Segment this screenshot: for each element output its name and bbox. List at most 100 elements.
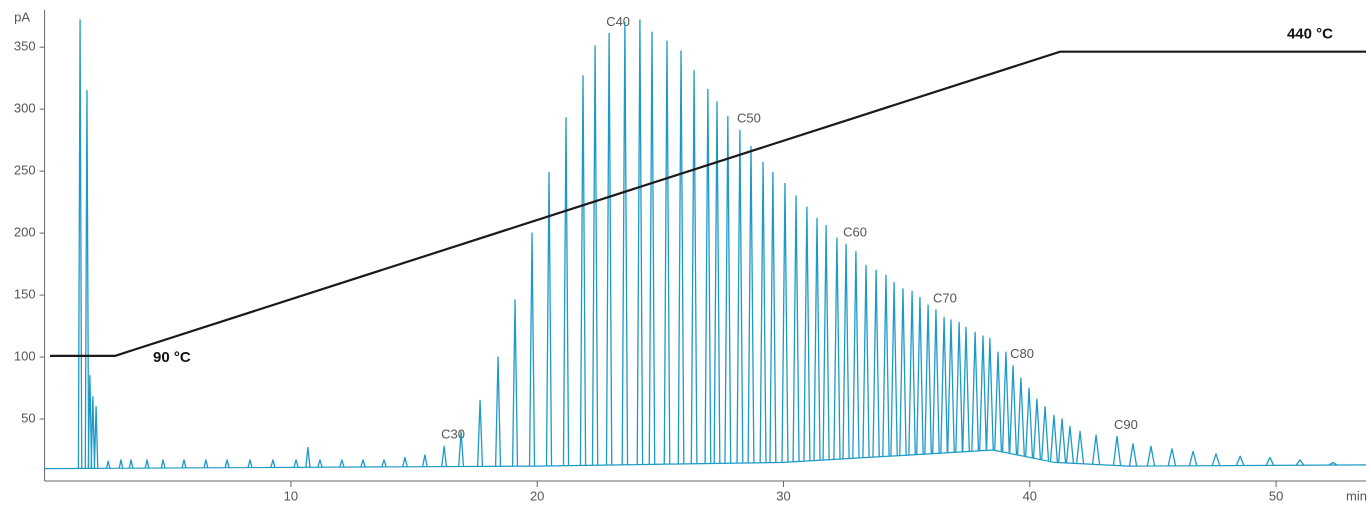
x-tick-label: 40 — [1023, 488, 1037, 503]
peak — [890, 282, 898, 456]
peak-label: C40 — [606, 14, 630, 29]
peak — [1009, 365, 1018, 455]
y-tick-label: 300 — [14, 101, 36, 116]
peak-label: C50 — [737, 111, 761, 126]
peak — [1001, 351, 1010, 453]
y-tick-label: 150 — [14, 287, 36, 302]
peak-label: C30 — [441, 427, 465, 442]
peak — [747, 145, 755, 463]
peak — [882, 274, 890, 457]
peak — [690, 70, 698, 464]
peak — [962, 326, 970, 452]
temperature-label: 90 °C — [153, 349, 191, 366]
peak — [305, 446, 311, 468]
peak — [579, 75, 587, 466]
peak — [1211, 453, 1221, 466]
peak — [1091, 434, 1101, 465]
y-axis-unit: pA — [14, 9, 30, 24]
peak — [270, 459, 276, 468]
peak — [528, 232, 536, 467]
peak — [994, 351, 1003, 452]
peak — [381, 459, 387, 468]
peak — [360, 459, 366, 468]
y-tick-label: 100 — [14, 348, 36, 363]
peak — [932, 309, 940, 454]
peak — [1167, 448, 1177, 467]
peak — [736, 129, 744, 464]
peak — [1146, 445, 1156, 467]
peak — [1057, 418, 1067, 463]
temperature-line — [50, 50, 1366, 357]
peak — [477, 399, 484, 467]
peak — [677, 50, 685, 464]
peak — [955, 321, 964, 453]
peak-label: C80 — [1010, 346, 1034, 361]
peak — [759, 161, 767, 463]
peak-label: C60 — [843, 225, 867, 240]
peak — [769, 171, 777, 463]
peak — [545, 171, 553, 466]
peak — [924, 304, 932, 454]
peak — [339, 459, 345, 468]
peak — [494, 356, 502, 467]
peak — [940, 316, 948, 453]
peak — [971, 331, 980, 452]
peak — [247, 459, 253, 468]
peak — [1016, 377, 1025, 456]
peak — [1295, 459, 1305, 466]
peak-label: C90 — [1114, 417, 1138, 432]
peak — [421, 454, 428, 467]
peak — [605, 32, 613, 466]
x-axis-unit: min — [1346, 488, 1367, 503]
peak — [181, 459, 187, 469]
peak — [1065, 425, 1075, 464]
peak — [118, 459, 124, 469]
peak — [833, 237, 841, 460]
peak — [441, 445, 448, 467]
peak — [1128, 443, 1138, 467]
y-tick-label: 250 — [14, 163, 36, 178]
peak — [1188, 450, 1198, 466]
peak — [1049, 414, 1059, 463]
peak — [128, 459, 134, 469]
peak — [947, 319, 955, 453]
peak — [899, 288, 907, 456]
peak — [822, 225, 830, 460]
peak — [813, 217, 821, 461]
peak-label: C70 — [933, 290, 957, 305]
y-tick-label: 200 — [14, 225, 36, 240]
peak — [458, 430, 465, 467]
peak — [1112, 435, 1122, 466]
peak — [792, 195, 800, 462]
peak — [562, 117, 570, 466]
peak — [862, 264, 870, 458]
x-tick-label: 50 — [1269, 488, 1283, 503]
temperature-label: 440 °C — [1287, 26, 1333, 43]
peak — [1025, 387, 1034, 458]
peak — [663, 40, 671, 465]
peak — [93, 405, 99, 469]
peak — [1328, 461, 1338, 466]
peak — [781, 182, 789, 463]
y-tick-label: 350 — [14, 39, 36, 54]
peak — [203, 459, 209, 468]
peak — [872, 269, 880, 457]
peak — [842, 243, 850, 459]
peak — [1235, 455, 1245, 466]
peak — [160, 459, 166, 469]
peak — [84, 89, 90, 469]
y-tick-label: 50 — [21, 410, 35, 425]
peak — [1075, 430, 1085, 464]
peak — [317, 459, 323, 468]
peak — [402, 456, 408, 467]
peak — [144, 459, 150, 469]
x-tick-label: 10 — [284, 488, 298, 503]
x-tick-label: 30 — [776, 488, 790, 503]
peak — [636, 19, 644, 465]
peak — [105, 460, 111, 469]
peak — [803, 206, 811, 462]
peak — [621, 21, 629, 465]
peak — [852, 251, 860, 459]
